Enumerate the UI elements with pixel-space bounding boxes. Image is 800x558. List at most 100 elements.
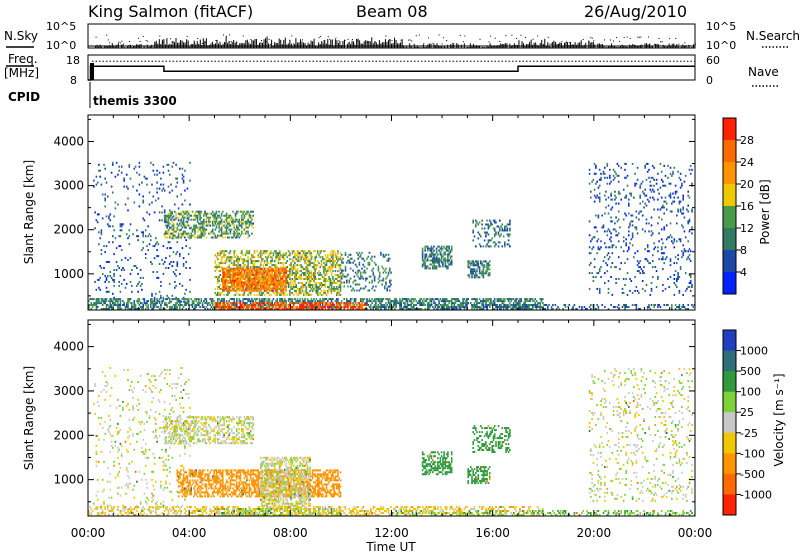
range-cell xyxy=(123,304,125,306)
range-cell xyxy=(161,219,163,221)
range-cell xyxy=(199,219,201,221)
range-cell xyxy=(125,204,127,206)
range-cell xyxy=(182,285,184,287)
beam-title: Beam 08 xyxy=(356,2,428,21)
range-cell xyxy=(236,298,238,300)
freq-line xyxy=(88,66,695,80)
range-cell xyxy=(467,264,469,266)
range-cell xyxy=(490,300,492,302)
range-cell xyxy=(346,282,348,284)
range-cell xyxy=(337,250,339,252)
range-cell xyxy=(311,254,313,256)
nsearch-dot xyxy=(654,44,655,45)
range-cell xyxy=(300,264,302,266)
range-cell xyxy=(142,241,144,243)
range-cell xyxy=(233,298,235,300)
range-cell xyxy=(172,166,174,168)
range-cell xyxy=(404,302,406,304)
range-cell xyxy=(108,281,110,283)
range-cell xyxy=(435,254,437,256)
range-cell xyxy=(295,284,297,286)
range-cell xyxy=(318,262,320,264)
range-cell xyxy=(360,272,362,274)
range-cell xyxy=(381,300,383,302)
range-cell xyxy=(319,266,321,268)
range-cell xyxy=(96,176,98,178)
range-cell xyxy=(369,264,371,266)
range-cell xyxy=(360,256,362,258)
range-cell xyxy=(168,221,170,223)
range-cell xyxy=(122,223,124,225)
range-cell xyxy=(194,231,196,233)
range-cell xyxy=(230,272,232,274)
range-cell xyxy=(142,196,144,198)
range-cell xyxy=(218,298,220,300)
range-cell xyxy=(250,294,252,296)
range-cell xyxy=(154,211,156,213)
range-cell xyxy=(323,300,325,302)
nave-bottom-tick: 0 xyxy=(706,74,713,87)
range-cell xyxy=(199,225,201,227)
nsearch-dot xyxy=(338,40,339,41)
range-cell xyxy=(204,231,206,233)
nsearch-dot xyxy=(329,39,330,40)
range-cell xyxy=(113,253,115,255)
range-cell xyxy=(104,200,106,202)
range-cell xyxy=(256,298,258,300)
range-cell xyxy=(263,306,265,308)
range-cell xyxy=(170,261,172,263)
range-cell xyxy=(438,246,440,248)
nsearch-dot xyxy=(624,37,625,38)
range-cell xyxy=(442,262,444,264)
range-cell xyxy=(424,258,426,260)
range-cell xyxy=(317,290,319,292)
range-cell xyxy=(450,252,452,254)
range-cell xyxy=(259,298,261,300)
range-cell xyxy=(431,264,433,266)
range-cell xyxy=(242,213,244,215)
range-cell xyxy=(336,286,338,288)
range-cell xyxy=(306,288,308,290)
range-cell xyxy=(247,219,249,221)
range-cell xyxy=(459,300,461,302)
range-cell xyxy=(295,292,297,294)
range-cell xyxy=(295,274,297,276)
range-cell xyxy=(216,213,218,215)
nsearch-dot xyxy=(250,39,251,40)
range-cell xyxy=(223,221,225,223)
range-cell xyxy=(173,261,175,263)
range-cell xyxy=(336,294,338,296)
range-cell xyxy=(319,252,321,254)
range-cell xyxy=(283,264,285,266)
range-cell xyxy=(131,304,133,306)
range-cell xyxy=(314,258,316,260)
range-cell xyxy=(160,295,162,297)
range-cell xyxy=(182,178,184,180)
freq-start-mark xyxy=(90,63,94,80)
range-cell xyxy=(380,302,382,304)
range-cell xyxy=(227,302,229,304)
range-cell xyxy=(175,215,177,217)
range-cell xyxy=(422,250,424,252)
range-cell xyxy=(178,207,180,209)
range-cell xyxy=(203,219,205,221)
nsearch-dot xyxy=(416,35,417,36)
range-cell xyxy=(298,250,300,252)
range-cell xyxy=(431,302,433,304)
range-cell xyxy=(177,302,179,304)
range-cell xyxy=(142,235,144,237)
range-cell xyxy=(145,257,147,259)
range-cell xyxy=(246,213,248,215)
range-cell xyxy=(246,304,248,306)
range-cell xyxy=(370,258,372,260)
range-cell xyxy=(287,256,289,258)
range-cell xyxy=(355,306,357,308)
range-cell xyxy=(199,302,201,304)
range-cell xyxy=(327,292,329,294)
range-cell xyxy=(217,288,219,290)
range-cell xyxy=(206,300,208,302)
range-cell xyxy=(163,166,165,168)
range-cell xyxy=(209,304,211,306)
range-cell xyxy=(160,306,162,308)
range-cell xyxy=(504,298,506,300)
